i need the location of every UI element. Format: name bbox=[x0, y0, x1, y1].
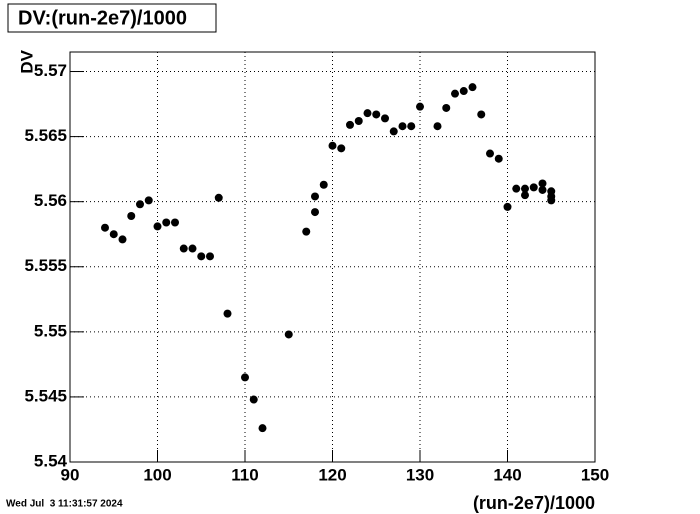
x-tick-label: 120 bbox=[318, 465, 346, 484]
y-tick-label: 5.545 bbox=[24, 386, 67, 405]
point bbox=[468, 83, 477, 92]
point bbox=[153, 222, 162, 231]
y-tick-label: 5.55 bbox=[34, 321, 67, 340]
point bbox=[433, 122, 442, 131]
point bbox=[101, 223, 109, 232]
point bbox=[197, 252, 206, 261]
point bbox=[319, 180, 328, 189]
y-tick-label: 5.57 bbox=[34, 61, 67, 80]
x-tick-label: 130 bbox=[406, 465, 434, 484]
point bbox=[171, 218, 179, 227]
point bbox=[389, 127, 398, 136]
point bbox=[179, 244, 188, 253]
point bbox=[538, 179, 547, 188]
point bbox=[162, 218, 171, 227]
x-tick-label: 90 bbox=[61, 465, 80, 484]
point bbox=[214, 193, 223, 202]
point bbox=[337, 144, 346, 153]
point bbox=[381, 114, 389, 123]
point bbox=[136, 200, 144, 209]
point bbox=[512, 184, 521, 193]
y-axis-label: DV bbox=[17, 49, 36, 73]
x-tick-label: 110 bbox=[231, 465, 258, 484]
point bbox=[188, 244, 197, 253]
point bbox=[109, 230, 118, 239]
point bbox=[416, 102, 424, 111]
point bbox=[521, 184, 529, 193]
point bbox=[346, 120, 354, 129]
x-tick-label: 100 bbox=[143, 465, 171, 484]
x-tick-label: 140 bbox=[493, 465, 521, 484]
title-box bbox=[7, 3, 217, 33]
point bbox=[547, 196, 556, 205]
point bbox=[521, 191, 529, 200]
chart-title: DV:(run-2e7)/1000 bbox=[18, 7, 187, 29]
point bbox=[223, 309, 232, 318]
point bbox=[311, 208, 319, 217]
timestamp: Wed Jul 3 11:31:57 2024 bbox=[6, 499, 123, 510]
x-tick-label: 150 bbox=[581, 465, 609, 484]
point bbox=[241, 373, 249, 382]
point bbox=[127, 212, 136, 220]
point bbox=[486, 149, 494, 158]
point bbox=[529, 183, 538, 192]
point bbox=[206, 252, 214, 261]
point bbox=[363, 109, 372, 118]
point bbox=[494, 154, 503, 163]
y-tick-label: 5.56 bbox=[34, 191, 67, 210]
point bbox=[328, 141, 337, 150]
point bbox=[354, 116, 363, 125]
y-tick-label: 5.54 bbox=[34, 451, 68, 470]
point bbox=[372, 110, 381, 119]
point bbox=[311, 192, 319, 201]
point bbox=[398, 122, 407, 131]
y-tick-label: 5.565 bbox=[24, 126, 67, 145]
point bbox=[503, 202, 512, 211]
point bbox=[258, 424, 267, 433]
point bbox=[249, 395, 258, 404]
point bbox=[451, 89, 459, 98]
y-tick-label: 5.555 bbox=[24, 256, 67, 275]
x-axis-label: (run-2e7)/1000 bbox=[473, 493, 595, 513]
point bbox=[442, 103, 451, 112]
point bbox=[538, 185, 547, 194]
point bbox=[118, 235, 127, 244]
point bbox=[302, 227, 311, 236]
point bbox=[459, 87, 468, 96]
point bbox=[407, 122, 416, 131]
point bbox=[284, 330, 293, 339]
point bbox=[144, 196, 153, 205]
point bbox=[477, 110, 486, 119]
